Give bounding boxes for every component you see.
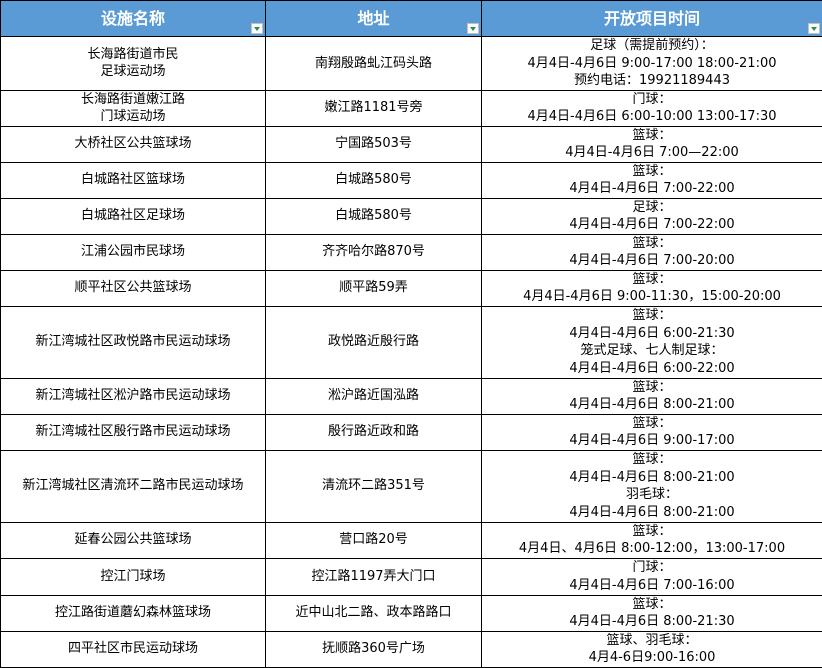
table-row: 四平社区市民运动球场抚顺路360号广场篮球、羽毛球： 4月4-6日9:00-16… <box>1 631 822 667</box>
address-cell[interactable]: 白城路580号 <box>266 162 482 198</box>
hours-cell[interactable]: 门球： 4月4日-4月6日 7:00-16:00 <box>482 558 822 595</box>
hours-cell[interactable]: 篮球： 4月4日-4月6日 7:00—22:00 <box>482 126 822 162</box>
table-row: 新江湾城社区淞沪路市民运动球场淞沪路近国泓路篮球： 4月4日-4月6日 8:00… <box>1 378 822 414</box>
facility-name-cell[interactable]: 白城路社区足球场 <box>1 198 266 234</box>
hours-cell[interactable]: 篮球： 4月4日-4月6日 8:00-21:30 <box>482 595 822 631</box>
facility-name-cell[interactable]: 顺平社区公共篮球场 <box>1 270 266 306</box>
facility-name-cell[interactable]: 控江门球场 <box>1 558 266 595</box>
address-cell[interactable]: 宁国路503号 <box>266 126 482 162</box>
table-row: 新江湾城社区清流环二路市民运动球场清流环二路351号篮球： 4月4日-4月6日 … <box>1 450 822 522</box>
table-row: 长海路街道市民 足球运动场南翔殷路虬江码头路足球（需提前预约）： 4月4日-4月… <box>1 37 822 91</box>
facility-name-cell[interactable]: 四平社区市民运动球场 <box>1 631 266 667</box>
header-row: 设施名称 地址 开放项目时间 <box>1 1 822 37</box>
facility-name-cell[interactable]: 大桥社区公共篮球场 <box>1 126 266 162</box>
hours-cell[interactable]: 篮球： 4月4日-4月6日 8:00-21:00 羽毛球： 4月4日-4月6日 … <box>482 450 822 522</box>
hours-cell[interactable]: 足球（需提前预约）： 4月4日-4月6日 9:00-17:00 18:00-21… <box>482 37 822 91</box>
facility-name-cell[interactable]: 新江湾城社区清流环二路市民运动球场 <box>1 450 266 522</box>
facility-name-cell[interactable]: 长海路街道嫩江路 门球运动场 <box>1 90 266 126</box>
address-cell[interactable]: 殷行路近政和路 <box>266 414 482 450</box>
address-cell[interactable]: 近中山北二路、政本路路口 <box>266 595 482 631</box>
facility-name-cell[interactable]: 长海路街道市民 足球运动场 <box>1 37 266 91</box>
table-row: 白城路社区足球场白城路580号足球： 4月4日-4月6日 7:00-22:00 <box>1 198 822 234</box>
table-row: 延春公园公共篮球场营口路20号篮球： 4月4日、4月6日 8:00-12:00，… <box>1 522 822 558</box>
facility-name-cell[interactable]: 控江路街道蘑幻森林篮球场 <box>1 595 266 631</box>
facility-name-cell[interactable]: 新江湾城社区殷行路市民运动球场 <box>1 414 266 450</box>
address-cell[interactable]: 齐齐哈尔路870号 <box>266 234 482 270</box>
hours-cell[interactable]: 篮球： 4月4日-4月6日 8:00-21:00 <box>482 378 822 414</box>
hours-cell[interactable]: 足球： 4月4日-4月6日 7:00-22:00 <box>482 198 822 234</box>
column-header-address: 地址 <box>266 1 482 37</box>
filter-dropdown-icon[interactable] <box>808 23 820 34</box>
hours-cell[interactable]: 篮球： 4月4日-4月6日 9:00-11:30，15:00-20:00 <box>482 270 822 306</box>
hours-cell[interactable]: 篮球、羽毛球： 4月4-6日9:00-16:00 <box>482 631 822 667</box>
table-row: 控江门球场控江路1197弄大门口门球： 4月4日-4月6日 7:00-16:00 <box>1 558 822 595</box>
column-header-name: 设施名称 <box>1 1 266 37</box>
address-cell[interactable]: 白城路580号 <box>266 198 482 234</box>
address-cell[interactable]: 淞沪路近国泓路 <box>266 378 482 414</box>
facility-name-cell[interactable]: 新江湾城社区政悦路市民运动球场 <box>1 306 266 378</box>
table-row: 长海路街道嫩江路 门球运动场嫩江路1181号旁门球： 4月4日-4月6日 6:0… <box>1 90 822 126</box>
hours-cell[interactable]: 篮球： 4月4日-4月6日 9:00-17:00 <box>482 414 822 450</box>
facility-name-cell[interactable]: 延春公园公共篮球场 <box>1 522 266 558</box>
address-cell[interactable]: 控江路1197弄大门口 <box>266 558 482 595</box>
table-row: 新江湾城社区殷行路市民运动球场殷行路近政和路篮球： 4月4日-4月6日 9:00… <box>1 414 822 450</box>
address-cell[interactable]: 抚顺路360号广场 <box>266 631 482 667</box>
hours-cell[interactable]: 篮球： 4月4日-4月6日 6:00-21:30 笼式足球、七人制足球： 4月4… <box>482 306 822 378</box>
address-cell[interactable]: 嫩江路1181号旁 <box>266 90 482 126</box>
filter-dropdown-icon[interactable] <box>251 23 263 34</box>
table-row: 白城路社区篮球场白城路580号篮球： 4月4日-4月6日 7:00-22:00 <box>1 162 822 198</box>
table-row: 控江路街道蘑幻森林篮球场近中山北二路、政本路路口篮球： 4月4日-4月6日 8:… <box>1 595 822 631</box>
hours-cell[interactable]: 篮球： 4月4日、4月6日 8:00-12:00，13:00-17:00 <box>482 522 822 558</box>
address-cell[interactable]: 政悦路近殷行路 <box>266 306 482 378</box>
column-header-hours: 开放项目时间 <box>482 1 822 37</box>
address-cell[interactable]: 营口路20号 <box>266 522 482 558</box>
filter-dropdown-icon[interactable] <box>467 23 479 34</box>
address-cell[interactable]: 南翔殷路虬江码头路 <box>266 37 482 91</box>
table-row: 新江湾城社区政悦路市民运动球场政悦路近殷行路篮球： 4月4日-4月6日 6:00… <box>1 306 822 378</box>
address-cell[interactable]: 顺平路59弄 <box>266 270 482 306</box>
table-row: 江浦公园市民球场齐齐哈尔路870号篮球： 4月4日-4月6日 7:00-20:0… <box>1 234 822 270</box>
facility-name-cell[interactable]: 江浦公园市民球场 <box>1 234 266 270</box>
address-cell[interactable]: 清流环二路351号 <box>266 450 482 522</box>
facility-name-cell[interactable]: 白城路社区篮球场 <box>1 162 266 198</box>
table-row: 顺平社区公共篮球场顺平路59弄篮球： 4月4日-4月6日 9:00-11:30，… <box>1 270 822 306</box>
hours-cell[interactable]: 门球： 4月4日-4月6日 6:00-10:00 13:00-17:30 <box>482 90 822 126</box>
table-row: 大桥社区公共篮球场宁国路503号篮球： 4月4日-4月6日 7:00—22:00 <box>1 126 822 162</box>
hours-cell[interactable]: 篮球： 4月4日-4月6日 7:00-20:00 <box>482 234 822 270</box>
facility-name-cell[interactable]: 新江湾城社区淞沪路市民运动球场 <box>1 378 266 414</box>
hours-cell[interactable]: 篮球： 4月4日-4月6日 7:00-22:00 <box>482 162 822 198</box>
